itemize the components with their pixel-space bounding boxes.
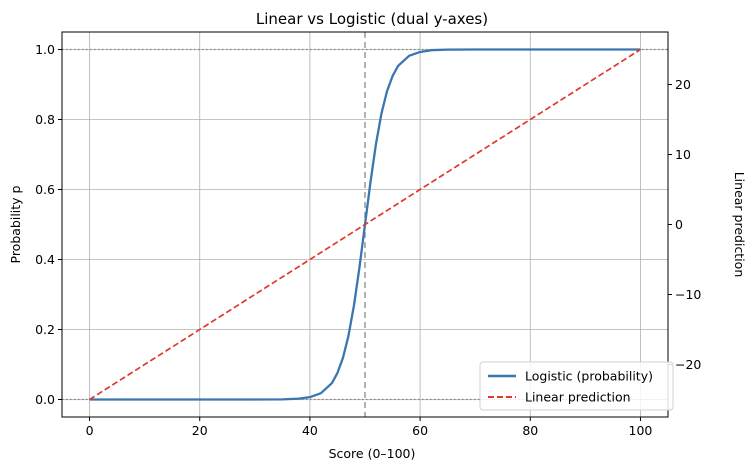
y-right-tick-label: −20	[675, 357, 701, 372]
x-tick-label: 80	[522, 423, 538, 438]
y-left-tick-label: 0.4	[35, 252, 55, 267]
y-axis-left-title: Probability p	[8, 185, 23, 263]
x-tick-label: 60	[412, 423, 428, 438]
legend-box	[479, 361, 674, 411]
legend-label-linear: Linear prediction	[525, 390, 631, 405]
linear-prediction-line	[89, 48, 641, 401]
legend: Logistic (probability) Linear prediction	[479, 361, 674, 411]
x-tick-label: 100	[629, 423, 653, 438]
y-left-tick-label: 0.6	[35, 182, 55, 197]
x-tick-label: 0	[86, 423, 94, 438]
y-left-tick-label: 0.8	[35, 112, 55, 127]
chart-title: Linear vs Logistic (dual y-axes)	[256, 10, 488, 28]
y-left-tick-label: 0.2	[35, 322, 55, 337]
y-right-tick-label: 20	[675, 77, 691, 92]
legend-label-logistic: Logistic (probability)	[525, 369, 653, 384]
x-axis-title: Score (0–100)	[329, 446, 416, 461]
y-right-tick-label: 10	[675, 147, 691, 162]
y-left-tick-label: 0.0	[35, 392, 55, 407]
y-right-tick-label: 0	[675, 217, 683, 232]
y-axis-right-title: Linear prediction	[732, 172, 747, 278]
y-right-tick-label: −10	[675, 287, 701, 302]
x-tick-label: 40	[302, 423, 318, 438]
x-tick-label: 20	[192, 423, 208, 438]
y-left-tick-label: 1.0	[35, 42, 55, 57]
series-lines	[89, 48, 641, 401]
axis-ticks: 0 20 40 60 80 100 0.0 0.2 0.4 0.6 0.8 1.0 −20 −10 0 10 2…	[35, 42, 701, 438]
